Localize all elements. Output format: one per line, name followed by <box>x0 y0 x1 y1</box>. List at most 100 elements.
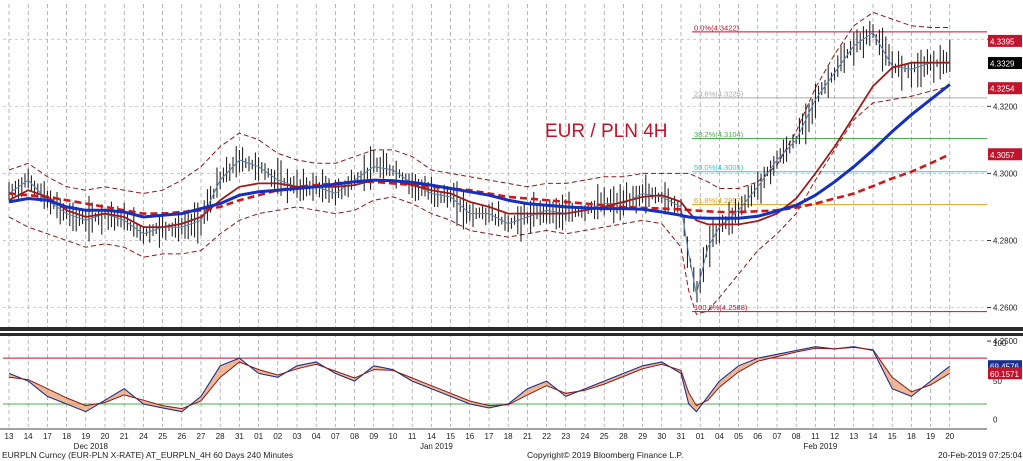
osc-tick-label: 100 <box>993 339 1007 348</box>
month-label: Feb 2019 <box>803 442 837 451</box>
x-tick-label: 07 <box>773 432 782 441</box>
x-tick-label: 12 <box>830 432 839 441</box>
separator-bar-1 <box>0 327 1023 331</box>
x-tick-label: 28 <box>619 432 628 441</box>
x-tick-label: 15 <box>446 432 455 441</box>
x-tick-label: 24 <box>581 432 590 441</box>
value-tag-label: 60.1571 <box>990 370 1019 379</box>
bollinger-bands <box>8 11 950 315</box>
osc-fill <box>757 354 777 362</box>
x-tick-label: 14 <box>869 432 878 441</box>
value-tag <box>988 82 1022 95</box>
x-tick-label: 02 <box>273 432 282 441</box>
footer-right: 20-Feb-2019 07:25:04 <box>938 450 1022 460</box>
month-label: Jan 2019 <box>420 442 453 451</box>
value-tag-label: 4.3395 <box>990 37 1015 46</box>
separator-bar-2 <box>0 333 1023 336</box>
fib-label: 50.0%(4.3005) <box>694 163 744 172</box>
x-tick-label: 23 <box>561 432 570 441</box>
value-tag <box>988 34 1022 47</box>
x-tick-label: 31 <box>677 432 686 441</box>
oscillator-panel <box>3 346 987 413</box>
x-tick-label: 30 <box>657 432 666 441</box>
x-axis: 13 14 17 18 19 20 21 24 25 26 27 28 31 01 02 03 04 07 08 09… <box>5 432 955 451</box>
x-tick-label: 19 <box>81 432 90 441</box>
osc-fill <box>892 377 912 397</box>
fib-label: 100.0%(4.2588) <box>694 303 748 312</box>
osc-fill <box>412 378 432 389</box>
osc-fill <box>604 373 624 385</box>
x-tick-label: 14 <box>24 432 33 441</box>
x-tick-label: 09 <box>369 432 378 441</box>
x-tick-label: 18 <box>62 432 71 441</box>
x-tick-label: 17 <box>485 432 494 441</box>
x-tick-label: 20 <box>101 432 110 441</box>
x-tick-label: 07 <box>331 432 340 441</box>
chart-title: EUR / PLN 4H <box>545 121 667 142</box>
footer-left: EURPLN Curncy (EUR-PLN X-RATE) AT_EURPLN… <box>2 450 293 460</box>
x-tick-label: 13 <box>5 432 14 441</box>
price-tick-label: 4.2500 <box>993 337 1018 346</box>
osc-fill <box>623 365 643 377</box>
fib-label: 61.8%(4.2907) <box>694 196 744 205</box>
close-line <box>8 31 950 295</box>
osc-fill <box>297 361 317 369</box>
osc-fill <box>220 358 240 378</box>
value-tag <box>988 367 1022 380</box>
osc-fill <box>930 366 950 385</box>
x-tick-label: 27 <box>197 432 206 441</box>
x-tick-label: 10 <box>389 432 398 441</box>
osc-fill <box>688 392 697 412</box>
fib-label: 0.0%(4.3422) <box>694 23 740 32</box>
x-tick-label: 18 <box>504 432 513 441</box>
x-tick-label: 15 <box>888 432 897 441</box>
price-bars <box>8 20 951 303</box>
osc-fill <box>201 365 221 401</box>
x-tick-label: 06 <box>753 432 762 441</box>
price-tick-label: 4.3000 <box>993 169 1018 178</box>
x-tick-label: 13 <box>849 432 858 441</box>
value-tag-label: 4.3254 <box>990 85 1015 94</box>
osc-signal-line <box>8 346 951 410</box>
bb-lower-line <box>8 85 950 315</box>
osc-tick-label: 0 <box>993 415 998 424</box>
osc-fill <box>47 388 67 405</box>
x-tick-label: 01 <box>254 432 263 441</box>
x-tick-label: 26 <box>177 432 186 441</box>
footer-center: Copyright© 2019 Bloomberg Finance L.P. <box>527 450 683 460</box>
osc-fill <box>450 393 470 405</box>
x-tick-label: 28 <box>216 432 225 441</box>
value-tag-label: 4.3057 <box>990 151 1015 160</box>
x-tick-label: 31 <box>235 432 244 441</box>
x-tick-label: 14 <box>427 432 436 441</box>
osc-fill <box>707 381 720 401</box>
osc-fill <box>527 381 547 395</box>
ma-blue-line <box>8 83 951 220</box>
x-tick-label: 05 <box>734 432 743 441</box>
x-tick-label: 21 <box>523 432 532 441</box>
fib-label: 38.2%(4.3104) <box>694 130 744 139</box>
x-tick-label: 03 <box>293 432 302 441</box>
osc-fill <box>642 361 662 369</box>
x-tick-label: 11 <box>408 432 417 441</box>
grid-lines <box>3 4 987 427</box>
x-tick-label: 01 <box>696 432 705 441</box>
right-axis: 4.34004.32004.30004.28004.26004.25001005… <box>987 34 1022 424</box>
panel-separator <box>0 327 1023 430</box>
value-tag <box>988 148 1022 161</box>
price-tick-label: 4.3200 <box>993 102 1018 111</box>
osc-fill <box>431 385 451 397</box>
footer: EURPLN Curncy (EUR-PLN X-RATE) AT_EURPLN… <box>2 450 1022 460</box>
x-tick-label: 11 <box>811 432 820 441</box>
osc-fill <box>719 365 739 388</box>
price-tick-label: 4.2800 <box>993 236 1018 245</box>
osc-fill <box>469 400 489 408</box>
x-tick-label: 16 <box>465 432 474 441</box>
x-tick-label: 22 <box>542 432 551 441</box>
ma-red-line <box>8 61 950 228</box>
osc-fill <box>66 397 86 412</box>
moving-averages <box>8 31 951 295</box>
x-tick-label: 04 <box>312 432 321 441</box>
